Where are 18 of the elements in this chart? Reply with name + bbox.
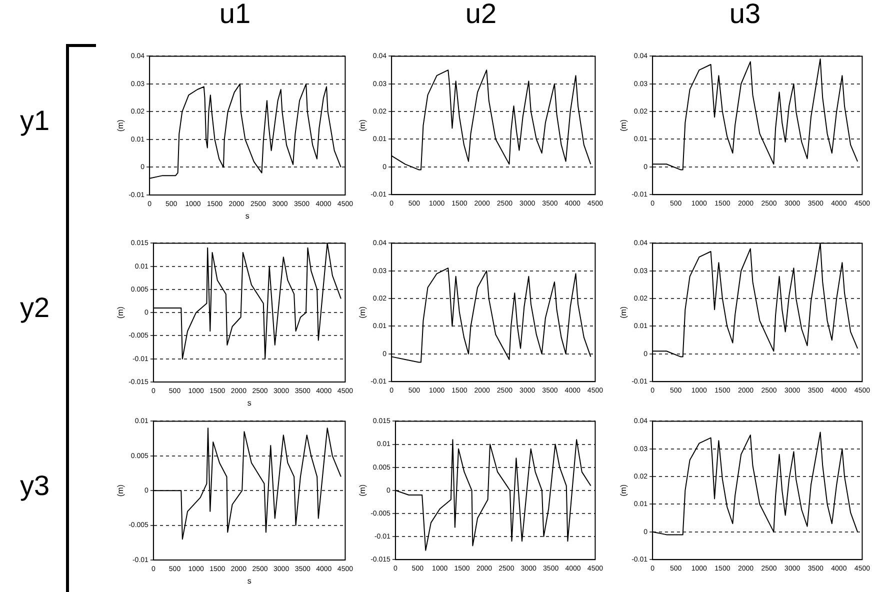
y-axis-title: (m) bbox=[116, 119, 126, 132]
y-axis-title: (m) bbox=[358, 484, 368, 496]
y-axis-title: (m) bbox=[358, 119, 368, 132]
y-axis-title: (m) bbox=[619, 119, 628, 132]
y-axis-title: (m) bbox=[116, 484, 126, 497]
x-axis-title: s bbox=[247, 576, 252, 586]
x-axis-title: s bbox=[245, 211, 250, 220]
chart-title: u1 bbox=[218, 0, 252, 30]
y-axis-title: (m) bbox=[619, 484, 628, 496]
chart-title: u2 bbox=[464, 0, 498, 30]
x-axis-title: s bbox=[247, 398, 252, 408]
y-axis-title: (m) bbox=[358, 306, 368, 318]
y-axis-title: (m) bbox=[619, 306, 628, 318]
text: y2 bbox=[20, 292, 50, 324]
y-axis-title: (m) bbox=[116, 306, 126, 319]
text: y1 bbox=[20, 105, 50, 137]
text: y3 bbox=[20, 470, 50, 502]
chart-title: u3 bbox=[728, 0, 762, 30]
